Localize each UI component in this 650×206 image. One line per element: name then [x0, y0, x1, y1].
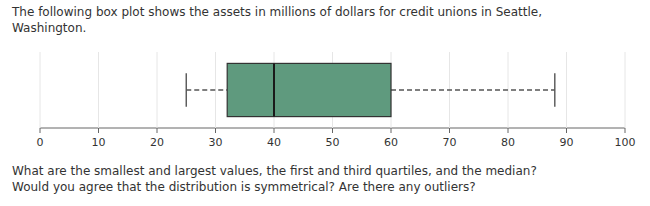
tick-label: 70 — [443, 136, 457, 149]
tick-label: 80 — [501, 136, 515, 149]
tick-mark — [508, 128, 509, 133]
tick-label: 60 — [384, 136, 398, 149]
grid-line — [274, 52, 275, 128]
plot-area — [186, 63, 555, 116]
tick-label: 90 — [560, 136, 574, 149]
title: The following box plot shows the assets … — [11, 5, 542, 35]
tick-mark — [215, 128, 216, 133]
tick-mark — [566, 128, 567, 133]
tick-mark — [332, 128, 333, 133]
tick-mark — [98, 128, 99, 133]
whisker-cap-high — [554, 73, 555, 106]
tick-label: 50 — [326, 136, 340, 149]
tick-mark — [40, 128, 41, 133]
tick-label: 10 — [92, 136, 106, 149]
annotation: What are the smallest and largest values… — [12, 164, 537, 194]
tick-label: 40 — [267, 136, 281, 149]
tick-label: 0 — [37, 136, 44, 149]
grid-line — [566, 52, 567, 128]
grid-line — [157, 52, 158, 128]
tick-mark — [449, 128, 450, 133]
tick-label: 20 — [150, 136, 164, 149]
annotation-line: What are the smallest and largest values… — [12, 164, 537, 178]
tick-mark — [157, 128, 158, 133]
annotation-line: Would you agree that the distribution is… — [12, 180, 476, 194]
title-line: The following box plot shows the assets … — [11, 5, 542, 19]
title-line: Washington. — [12, 21, 86, 35]
tick-mark — [625, 128, 626, 133]
whisker-cap-low — [186, 73, 187, 106]
tick-mark — [274, 128, 275, 133]
grid-line — [625, 52, 626, 128]
box — [227, 63, 391, 116]
tick-label: 100 — [615, 136, 636, 149]
grid-line — [98, 52, 99, 128]
grid-line — [40, 52, 41, 128]
chart-container: The following box plot shows the assets … — [0, 0, 650, 206]
tick-label: 30 — [209, 136, 223, 149]
chart-svg: The following box plot shows the assets … — [0, 0, 650, 206]
tick-mark — [391, 128, 392, 133]
median-line — [273, 63, 275, 116]
whisker-low — [186, 89, 227, 90]
whisker-high — [391, 89, 555, 90]
